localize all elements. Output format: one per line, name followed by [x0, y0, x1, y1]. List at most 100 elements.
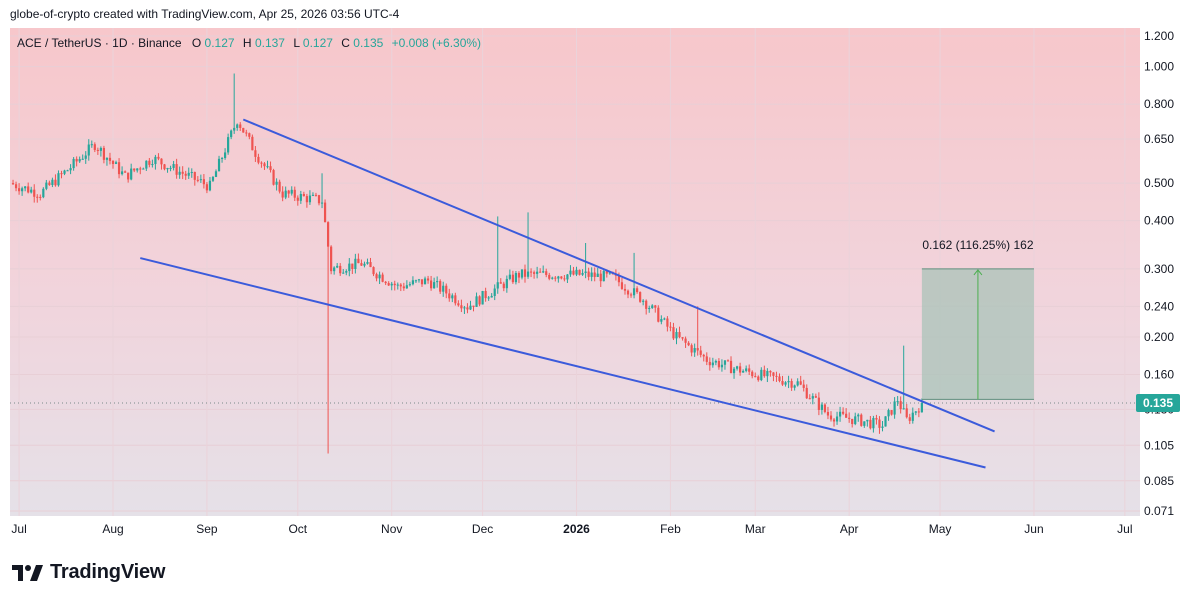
candle-body[interactable] [893, 401, 896, 415]
candle-body[interactable] [787, 381, 790, 383]
candle-body[interactable] [405, 285, 408, 289]
candle-body[interactable] [136, 168, 139, 171]
candle-body[interactable] [17, 188, 21, 192]
candle-body[interactable] [590, 272, 593, 277]
candle-body[interactable] [205, 184, 209, 191]
candle-body[interactable] [569, 270, 572, 275]
candle-body[interactable] [705, 356, 708, 362]
candle-body[interactable] [305, 196, 308, 203]
candle-body[interactable] [826, 411, 830, 416]
candle-body[interactable] [148, 160, 151, 165]
candle-body[interactable] [899, 401, 902, 410]
candle-body[interactable] [660, 319, 663, 322]
candle-body[interactable] [887, 410, 890, 417]
candle-body[interactable] [211, 176, 215, 181]
candle-body[interactable] [75, 158, 78, 162]
candle-body[interactable] [14, 184, 18, 189]
candle-body[interactable] [781, 380, 784, 385]
candle-body[interactable] [66, 170, 69, 172]
candle-body[interactable] [790, 381, 793, 388]
candle-body[interactable] [690, 345, 693, 353]
candle-body[interactable] [93, 144, 96, 150]
candle-body[interactable] [490, 295, 493, 298]
candle-body[interactable] [832, 419, 836, 422]
candle-body[interactable] [493, 288, 496, 296]
candle-body[interactable] [81, 158, 84, 160]
candle-body[interactable] [308, 195, 312, 203]
candle-body[interactable] [636, 288, 639, 293]
candle-body[interactable] [796, 381, 799, 386]
candle-body[interactable] [48, 182, 51, 185]
candle-body[interactable] [254, 150, 257, 157]
candle-body[interactable] [433, 282, 436, 289]
candle-body[interactable] [360, 263, 363, 266]
candle-body[interactable] [269, 166, 272, 171]
candle-body[interactable] [154, 156, 157, 165]
candle-body[interactable] [72, 158, 75, 169]
candle-body[interactable] [260, 162, 263, 164]
candle-body[interactable] [651, 305, 654, 309]
candle-body[interactable] [63, 170, 66, 174]
candle-body[interactable] [811, 396, 814, 399]
candle-body[interactable] [117, 162, 121, 175]
candle-body[interactable] [278, 181, 281, 192]
candle-body[interactable] [78, 159, 81, 162]
candle-body[interactable] [142, 168, 145, 170]
candle-body[interactable] [275, 181, 278, 185]
candle-body[interactable] [708, 361, 711, 366]
candle-body[interactable] [499, 282, 502, 284]
candle-body[interactable] [775, 375, 778, 377]
candle-body[interactable] [648, 308, 651, 310]
candle-body[interactable] [896, 401, 899, 403]
candle-body[interactable] [496, 282, 499, 289]
candle-body[interactable] [548, 274, 551, 279]
candle-body[interactable] [838, 411, 842, 417]
candle-body[interactable] [317, 195, 321, 204]
candle-body[interactable] [230, 130, 233, 138]
candle-body[interactable] [505, 278, 508, 289]
candle-body[interactable] [127, 172, 130, 180]
candle-body[interactable] [872, 418, 875, 429]
candle-body[interactable] [729, 360, 733, 374]
candle-body[interactable] [369, 262, 372, 268]
candle-body[interactable] [778, 376, 781, 381]
candle-body[interactable] [390, 283, 393, 286]
candle-body[interactable] [666, 318, 669, 327]
candle-body[interactable] [108, 157, 112, 161]
candle-body[interactable] [445, 285, 448, 294]
candle-body[interactable] [357, 258, 360, 264]
candle-body[interactable] [105, 157, 109, 160]
candle-body[interactable] [481, 291, 484, 305]
candle-body[interactable] [748, 368, 751, 372]
trendline-lower[interactable] [140, 257, 986, 469]
candle-body[interactable] [202, 179, 205, 185]
candle-body[interactable] [720, 364, 724, 368]
candle-body[interactable] [27, 186, 30, 193]
candle-body[interactable] [563, 278, 566, 280]
candle-body[interactable] [354, 258, 357, 270]
candle-body[interactable] [57, 173, 60, 186]
candle-body[interactable] [436, 281, 439, 283]
candle-body[interactable] [645, 300, 648, 309]
candle-body[interactable] [657, 307, 660, 322]
candle-body[interactable] [763, 369, 766, 377]
candle-body[interactable] [36, 196, 39, 198]
candle-body[interactable] [760, 369, 763, 381]
candle-body[interactable] [257, 156, 260, 163]
candle-body[interactable] [172, 164, 175, 168]
candle-body[interactable] [869, 419, 872, 429]
candle-body[interactable] [448, 293, 451, 299]
candle-body[interactable] [860, 414, 863, 426]
candle-body[interactable] [681, 337, 684, 339]
candle-body[interactable] [857, 414, 860, 417]
candle-body[interactable] [408, 284, 411, 286]
candle-body[interactable] [508, 274, 511, 279]
candle-body[interactable] [42, 188, 45, 198]
candle-body[interactable] [302, 194, 305, 197]
price-chart[interactable]: 0.162 (116.25%) 162 1.200 1.000 0.800 0.650… [0, 0, 1200, 545]
candle-body[interactable] [414, 280, 418, 282]
candle-body[interactable] [866, 419, 869, 422]
candle-body[interactable] [457, 303, 460, 306]
candle-body[interactable] [423, 278, 427, 285]
candle-body[interactable] [696, 348, 699, 351]
